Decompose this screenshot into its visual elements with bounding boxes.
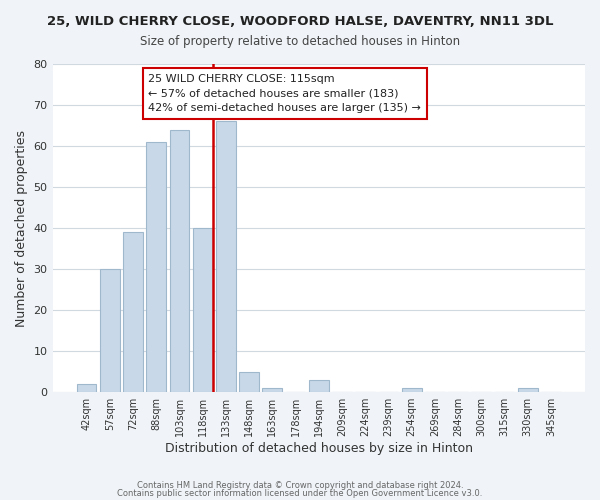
Text: 25 WILD CHERRY CLOSE: 115sqm
← 57% of detached houses are smaller (183)
42% of s: 25 WILD CHERRY CLOSE: 115sqm ← 57% of de… bbox=[148, 74, 421, 114]
Text: Size of property relative to detached houses in Hinton: Size of property relative to detached ho… bbox=[140, 35, 460, 48]
X-axis label: Distribution of detached houses by size in Hinton: Distribution of detached houses by size … bbox=[165, 442, 473, 455]
Bar bbox=[193, 228, 212, 392]
Text: Contains HM Land Registry data © Crown copyright and database right 2024.: Contains HM Land Registry data © Crown c… bbox=[137, 481, 463, 490]
Bar bbox=[123, 232, 143, 392]
Bar bbox=[518, 388, 538, 392]
Text: Contains public sector information licensed under the Open Government Licence v3: Contains public sector information licen… bbox=[118, 488, 482, 498]
Text: 25, WILD CHERRY CLOSE, WOODFORD HALSE, DAVENTRY, NN11 3DL: 25, WILD CHERRY CLOSE, WOODFORD HALSE, D… bbox=[47, 15, 553, 28]
Bar bbox=[170, 130, 190, 392]
Bar bbox=[402, 388, 422, 392]
Bar bbox=[239, 372, 259, 392]
Y-axis label: Number of detached properties: Number of detached properties bbox=[15, 130, 28, 326]
Bar bbox=[262, 388, 282, 392]
Bar bbox=[146, 142, 166, 392]
Bar bbox=[309, 380, 329, 392]
Bar bbox=[100, 269, 119, 392]
Bar bbox=[77, 384, 97, 392]
Bar bbox=[216, 122, 236, 392]
